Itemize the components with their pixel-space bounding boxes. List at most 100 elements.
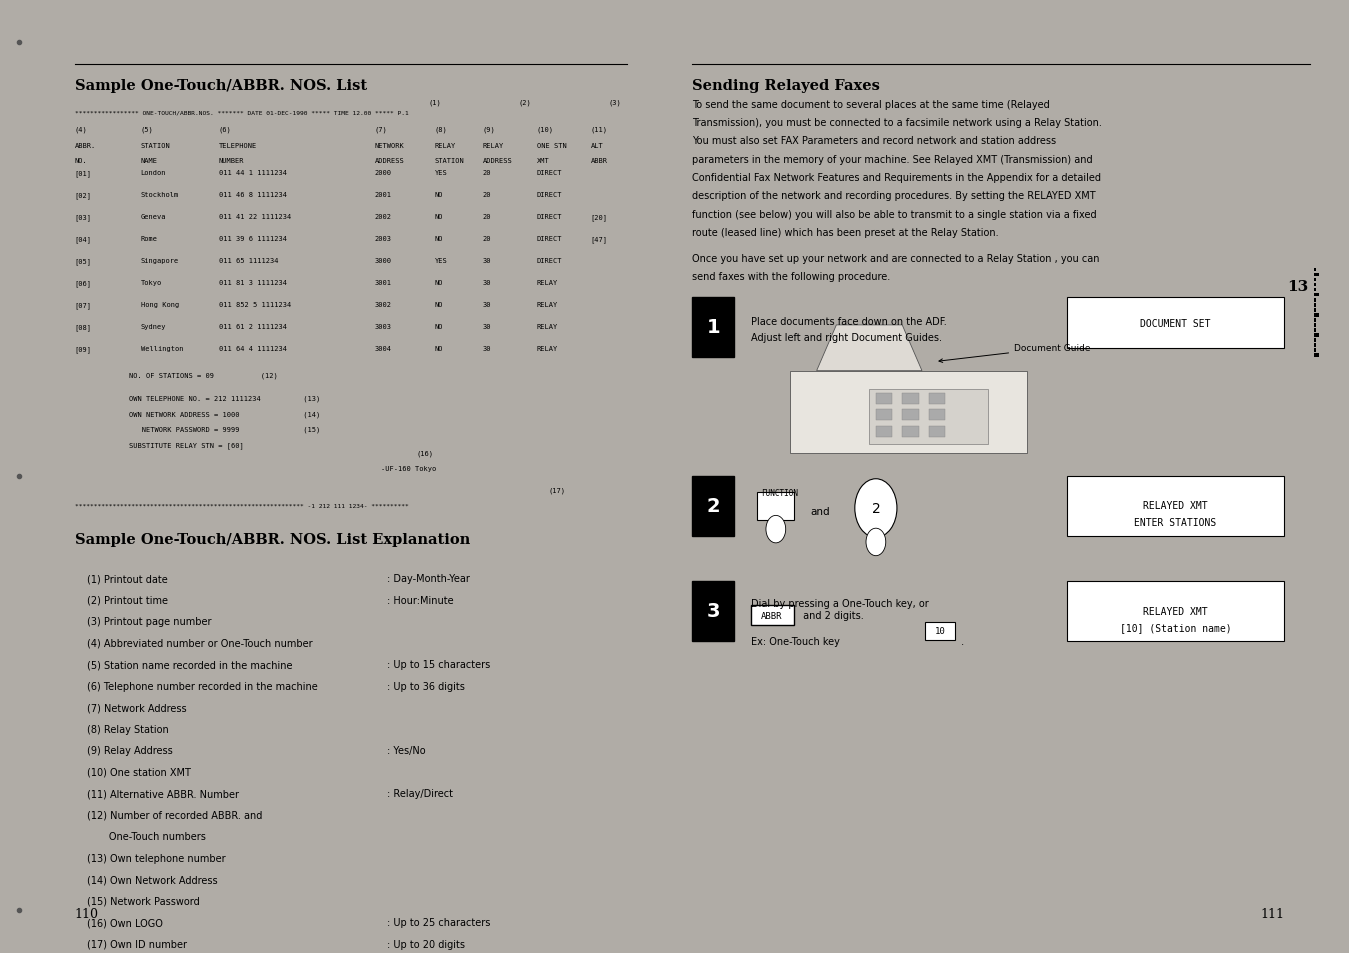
Text: 011 39 6 1111234: 011 39 6 1111234	[219, 236, 286, 242]
Text: [07]: [07]	[74, 302, 92, 309]
Text: Sending Relayed Faxes: Sending Relayed Faxes	[692, 78, 880, 92]
Text: 13: 13	[1287, 280, 1309, 294]
Text: DIRECT: DIRECT	[537, 192, 563, 198]
Text: 20: 20	[483, 192, 491, 198]
Text: 011 41 22 1111234: 011 41 22 1111234	[219, 213, 291, 220]
Text: and: and	[809, 506, 830, 517]
Text: : Up to 15 characters: : Up to 15 characters	[387, 659, 490, 669]
Text: (11): (11)	[591, 126, 608, 132]
Text: (1): (1)	[429, 99, 441, 106]
Text: (11) Alternative ABBR. Number: (11) Alternative ABBR. Number	[86, 788, 239, 799]
Bar	[757, 493, 793, 520]
Text: 2003: 2003	[375, 236, 391, 242]
Bar	[1314, 298, 1317, 302]
Text: (1) Printout date: (1) Printout date	[86, 574, 167, 583]
Text: ***************** ONE-TOUCH/ABBR.NOS. ******* DATE 01-DEC-1990 ***** TIME 12.00 : ***************** ONE-TOUCH/ABBR.NOS. **…	[74, 111, 409, 115]
Bar	[1314, 294, 1319, 297]
Text: (15) Network Password: (15) Network Password	[86, 896, 200, 906]
Bar	[928, 426, 946, 437]
Bar	[1314, 339, 1317, 342]
Text: NO: NO	[434, 324, 444, 330]
Text: STATION: STATION	[140, 143, 170, 149]
Text: 2: 2	[871, 501, 881, 516]
Text: RELAYED XMT: RELAYED XMT	[1143, 500, 1207, 511]
Text: Geneva: Geneva	[140, 213, 166, 220]
Text: DOCUMENT SET: DOCUMENT SET	[1140, 318, 1210, 329]
Text: (6): (6)	[219, 126, 232, 132]
Text: FUNCTION: FUNCTION	[761, 488, 797, 497]
Bar	[692, 581, 734, 641]
Text: (5) Station name recorded in the machine: (5) Station name recorded in the machine	[86, 659, 291, 669]
Text: NO: NO	[434, 346, 444, 352]
Text: NO: NO	[434, 213, 444, 220]
Text: 011 61 2 1111234: 011 61 2 1111234	[219, 324, 286, 330]
Circle shape	[866, 529, 886, 557]
Bar	[869, 390, 987, 444]
Text: DIRECT: DIRECT	[537, 258, 563, 264]
Text: 3004: 3004	[375, 346, 391, 352]
Text: (7): (7)	[375, 126, 387, 132]
Text: 3003: 3003	[375, 324, 391, 330]
Text: RELAY: RELAY	[434, 143, 456, 149]
Text: : Yes/No: : Yes/No	[387, 745, 425, 756]
Text: 011 65 1111234: 011 65 1111234	[219, 258, 278, 264]
Text: YES: YES	[434, 258, 448, 264]
Text: (13) Own telephone number: (13) Own telephone number	[86, 853, 225, 863]
Text: 20: 20	[483, 213, 491, 220]
Text: Stockholm: Stockholm	[140, 192, 179, 198]
Text: 10: 10	[935, 627, 946, 636]
Bar	[1314, 349, 1317, 353]
Text: London: London	[140, 170, 166, 176]
Text: route (leased line) which has been preset at the Relay Station.: route (leased line) which has been prese…	[692, 228, 998, 237]
Text: : Day-Month-Year: : Day-Month-Year	[387, 574, 469, 583]
Text: ENTER STATIONS: ENTER STATIONS	[1135, 517, 1217, 527]
Text: ADDRESS: ADDRESS	[375, 158, 405, 164]
Text: 111: 111	[1260, 907, 1284, 921]
Text: [05]: [05]	[74, 258, 92, 265]
Text: Dial by pressing a One-Touch key, or: Dial by pressing a One-Touch key, or	[751, 598, 928, 608]
Polygon shape	[816, 326, 921, 372]
Text: You must also set FAX Parameters and record network and station address: You must also set FAX Parameters and rec…	[692, 136, 1056, 146]
Circle shape	[766, 516, 785, 543]
Text: NO: NO	[434, 236, 444, 242]
Text: 20: 20	[483, 170, 491, 176]
Text: (10): (10)	[537, 126, 554, 132]
Text: : Up to 36 digits: : Up to 36 digits	[387, 681, 464, 691]
Bar	[928, 410, 946, 420]
Text: ************************************************************* -1 212 111 1234- *: ****************************************…	[74, 503, 409, 508]
Text: RELAY: RELAY	[537, 346, 558, 352]
Text: : Hour:Minute: : Hour:Minute	[387, 595, 453, 605]
Text: -UF-160 Tokyo: -UF-160 Tokyo	[380, 465, 436, 472]
Text: 30: 30	[483, 324, 491, 330]
Text: TELEPHONE: TELEPHONE	[219, 143, 256, 149]
Bar	[876, 410, 892, 420]
Text: RELAY: RELAY	[483, 143, 505, 149]
Text: To send the same document to several places at the same time (Relayed: To send the same document to several pla…	[692, 99, 1050, 110]
Text: 1: 1	[707, 318, 720, 336]
Text: 110: 110	[74, 907, 98, 921]
Text: (5): (5)	[140, 126, 154, 132]
Bar	[876, 426, 892, 437]
Text: ONE STN: ONE STN	[537, 143, 567, 149]
Text: [47]: [47]	[591, 236, 608, 243]
Bar	[1067, 298, 1284, 349]
Text: DIRECT: DIRECT	[537, 170, 563, 176]
Text: [06]: [06]	[74, 280, 92, 287]
Text: [02]: [02]	[74, 192, 92, 199]
Text: (17): (17)	[549, 487, 565, 493]
Text: STATION: STATION	[434, 158, 464, 164]
Text: [08]: [08]	[74, 324, 92, 331]
Text: NAME: NAME	[140, 158, 158, 164]
Text: (6) Telephone number recorded in the machine: (6) Telephone number recorded in the mac…	[86, 681, 317, 691]
Text: Place documents face down on the ADF.: Place documents face down on the ADF.	[751, 316, 947, 326]
Text: 011 81 3 1111234: 011 81 3 1111234	[219, 280, 286, 286]
Text: 30: 30	[483, 258, 491, 264]
Text: [04]: [04]	[74, 236, 92, 243]
Text: ADDRESS: ADDRESS	[483, 158, 513, 164]
Text: and 2 digits.: and 2 digits.	[800, 611, 863, 620]
Text: Wellington: Wellington	[140, 346, 183, 352]
Text: Tokyo: Tokyo	[140, 280, 162, 286]
Text: NUMBER: NUMBER	[219, 158, 244, 164]
Text: (14) Own Network Address: (14) Own Network Address	[86, 875, 217, 884]
Text: : Up to 25 characters: : Up to 25 characters	[387, 918, 490, 927]
